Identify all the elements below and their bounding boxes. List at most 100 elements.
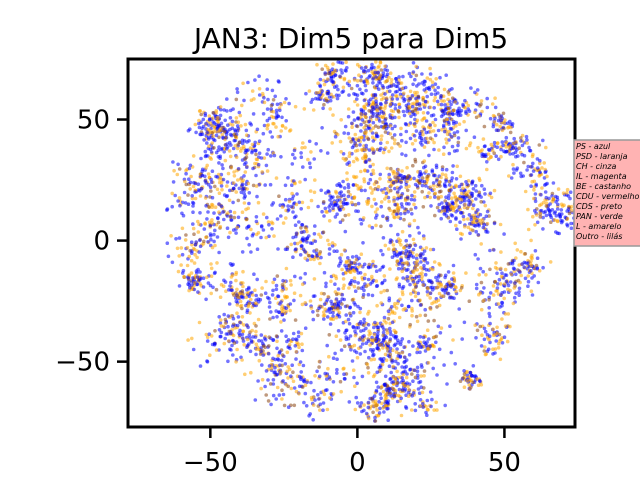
- scatter-point: [390, 97, 395, 101]
- scatter-point: [347, 154, 352, 158]
- scatter-point: [513, 241, 517, 246]
- scatter-point: [249, 370, 253, 375]
- scatter-point: [555, 219, 560, 223]
- scatter-point: [459, 237, 463, 241]
- scatter-point: [362, 138, 366, 142]
- scatter-point: [440, 172, 445, 176]
- scatter-point: [307, 414, 311, 418]
- scatter-point: [343, 229, 348, 234]
- scatter-point: [237, 110, 242, 115]
- scatter-point: [501, 111, 506, 116]
- scatter-point: [414, 73, 419, 78]
- scatter-point: [517, 293, 521, 298]
- scatter-point: [311, 317, 316, 322]
- scatter-point: [390, 135, 395, 140]
- scatter-point: [385, 68, 390, 73]
- scatter-point: [543, 170, 548, 174]
- scatter-point: [303, 250, 308, 254]
- scatter-point: [473, 216, 478, 221]
- scatter-point: [223, 336, 227, 341]
- scatter-point: [403, 211, 407, 216]
- scatter-point: [201, 117, 206, 122]
- scatter-point: [379, 68, 384, 72]
- scatter-point: [381, 120, 385, 124]
- scatter-point: [481, 152, 486, 157]
- scatter-point: [244, 128, 249, 133]
- scatter-point: [473, 110, 477, 115]
- scatter-point: [389, 305, 394, 309]
- scatter-point: [283, 126, 288, 130]
- scatter-point: [419, 260, 423, 264]
- scatter-point: [364, 159, 368, 164]
- scatter-point: [242, 174, 246, 178]
- scatter-point: [184, 233, 188, 237]
- scatter-point: [432, 300, 436, 304]
- scatter-point: [216, 216, 220, 220]
- scatter-point: [275, 217, 280, 221]
- scatter-point: [329, 299, 333, 304]
- scatter-point: [406, 279, 410, 283]
- scatter-point: [279, 320, 283, 324]
- scatter-point: [462, 385, 467, 390]
- scatter-point: [428, 247, 433, 252]
- scatter-point: [338, 338, 343, 342]
- scatter-point: [229, 166, 234, 170]
- scatter-point: [400, 263, 405, 268]
- scatter-point: [423, 307, 428, 312]
- scatter-point: [477, 190, 482, 195]
- scatter-point: [401, 109, 406, 114]
- scatter-point: [499, 118, 504, 123]
- scatter-point: [523, 252, 528, 256]
- scatter-point: [358, 143, 362, 147]
- scatter-point: [334, 334, 339, 339]
- scatter-point: [356, 304, 360, 309]
- scatter-point: [249, 227, 253, 232]
- scatter-point: [428, 136, 433, 140]
- scatter-point: [360, 118, 365, 122]
- scatter-point: [219, 324, 224, 328]
- scatter-point: [238, 328, 242, 333]
- scatter-point: [285, 369, 290, 374]
- scatter-point: [274, 283, 279, 288]
- scatter-point: [402, 345, 407, 350]
- scatter-point: [434, 163, 439, 168]
- scatter-point: [538, 215, 543, 219]
- scatter-point: [334, 276, 339, 281]
- scatter-point: [300, 244, 304, 248]
- scatter-point: [203, 196, 208, 200]
- scatter-point: [202, 227, 207, 231]
- scatter-point: [208, 232, 213, 236]
- scatter-point: [399, 126, 403, 131]
- scatter-point: [279, 329, 284, 333]
- scatter-point: [427, 337, 431, 341]
- scatter-point: [188, 127, 192, 131]
- scatter-point: [274, 111, 279, 116]
- scatter-point: [322, 270, 327, 275]
- scatter-point: [403, 387, 408, 392]
- scatter-point: [389, 223, 393, 228]
- scatter-point: [474, 336, 478, 340]
- scatter-point: [304, 404, 309, 408]
- scatter-point: [428, 185, 433, 189]
- scatter-point: [266, 399, 271, 403]
- scatter-point: [431, 85, 436, 90]
- scatter-point: [358, 217, 363, 222]
- scatter-point: [495, 145, 500, 149]
- scatter-point: [261, 344, 266, 348]
- scatter-point: [187, 280, 191, 285]
- scatter-point: [415, 102, 419, 107]
- scatter-point: [246, 325, 250, 330]
- scatter-point: [328, 107, 333, 111]
- scatter-point: [529, 173, 534, 177]
- scatter-point: [473, 90, 477, 95]
- scatter-point: [389, 370, 394, 375]
- scatter-point: [411, 280, 416, 284]
- scatter-point: [226, 235, 231, 240]
- scatter-point: [478, 379, 482, 384]
- scatter-point: [470, 179, 475, 184]
- scatter-point: [371, 168, 375, 173]
- scatter-point: [495, 325, 499, 330]
- scatter-point: [406, 394, 411, 399]
- scatter-point: [192, 247, 197, 252]
- scatter-point: [198, 194, 203, 198]
